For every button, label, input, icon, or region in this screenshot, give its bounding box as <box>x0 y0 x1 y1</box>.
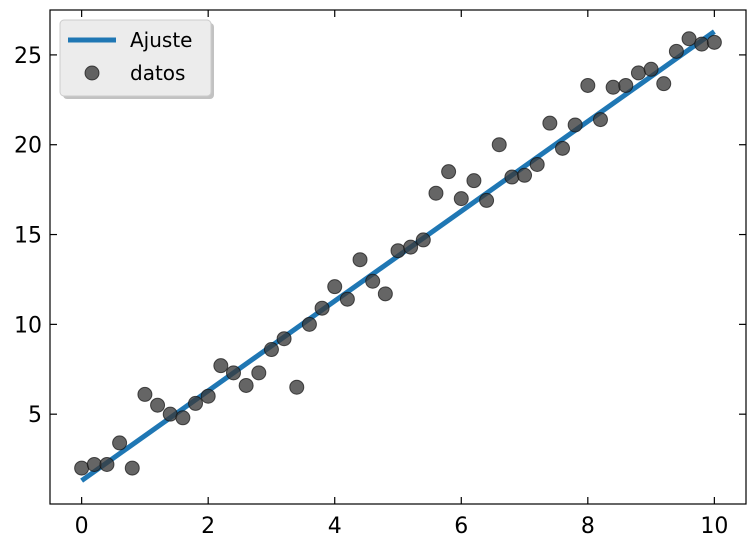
data-point <box>289 379 305 395</box>
data-point <box>365 273 381 289</box>
data-point <box>580 77 596 93</box>
data-point <box>314 300 330 316</box>
data-point <box>479 192 495 208</box>
data-point <box>517 167 533 183</box>
y-tick-label: 25 <box>14 44 42 69</box>
data-point <box>352 252 368 268</box>
y-tick-label: 5 <box>28 403 42 428</box>
legend-label: datos <box>130 61 185 85</box>
data-point <box>86 456 102 472</box>
data-point <box>175 410 191 426</box>
ticks-layer: 0 2 4 6 8 10 5 10 15 20 25 <box>14 10 746 539</box>
x-tick-label: 2 <box>201 514 215 539</box>
data-point <box>542 115 558 131</box>
legend: Ajuste datos <box>59 19 214 99</box>
data-point <box>74 460 90 476</box>
y-tick-label: 10 <box>14 313 42 338</box>
data-point <box>213 358 229 374</box>
data-point <box>263 342 279 358</box>
data-point <box>137 386 153 402</box>
data-point <box>403 239 419 255</box>
data-point <box>567 117 583 133</box>
x-tick-label: 4 <box>328 514 342 539</box>
data-point <box>162 406 178 422</box>
y-tick-label: 20 <box>14 134 42 159</box>
data-point <box>441 164 457 180</box>
data-point <box>466 173 482 189</box>
x-tick-label: 0 <box>75 514 89 539</box>
series-layer <box>74 29 722 483</box>
data-point <box>643 61 659 77</box>
x-tick-label: 10 <box>700 514 728 539</box>
data-point <box>656 76 672 92</box>
x-tick-label: 6 <box>454 514 468 539</box>
data-point <box>630 65 646 81</box>
data-point <box>390 243 406 259</box>
data-point <box>504 169 520 185</box>
legend-marker-swatch <box>84 65 100 81</box>
data-point <box>251 365 267 381</box>
data-point <box>618 77 634 93</box>
data-point <box>415 232 431 248</box>
data-point <box>605 79 621 95</box>
data-point <box>238 377 254 393</box>
x-tick-label: 8 <box>581 514 595 539</box>
data-point <box>225 365 241 381</box>
data-point <box>668 43 684 59</box>
data-point <box>200 388 216 404</box>
data-point <box>681 31 697 47</box>
data-point <box>124 460 140 476</box>
data-point <box>529 156 545 172</box>
data-point <box>301 316 317 332</box>
y-tick-label: 15 <box>14 224 42 249</box>
data-point <box>150 397 166 413</box>
data-point <box>276 331 292 347</box>
data-point <box>112 435 128 451</box>
data-point <box>706 34 722 50</box>
plot-frame <box>49 9 747 505</box>
data-point <box>694 36 710 52</box>
data-point <box>377 286 393 302</box>
data-point <box>188 395 204 411</box>
data-point <box>339 291 355 307</box>
data-point <box>428 185 444 201</box>
data-point <box>453 191 469 207</box>
legend-label: Ajuste <box>130 28 192 52</box>
data-point <box>491 137 507 153</box>
data-point <box>327 279 343 295</box>
data-point <box>592 112 608 128</box>
data-point <box>555 140 571 156</box>
data-point <box>99 456 115 472</box>
